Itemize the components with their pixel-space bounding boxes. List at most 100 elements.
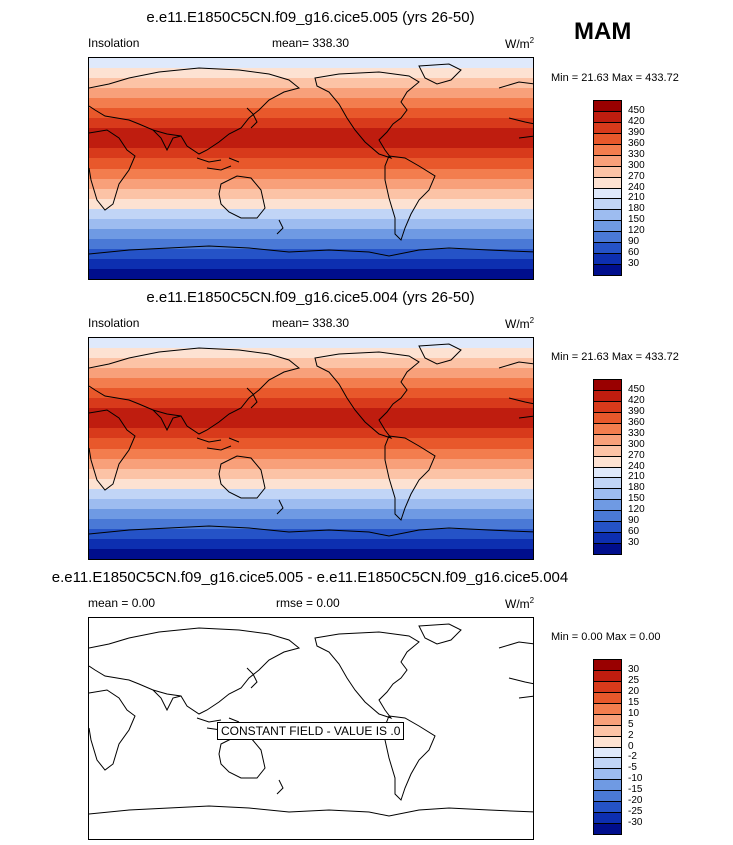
map-band bbox=[89, 268, 533, 279]
map-band bbox=[89, 508, 533, 519]
colorbar-label: 20 bbox=[628, 685, 640, 697]
map-band bbox=[89, 458, 533, 469]
map-band bbox=[89, 468, 533, 479]
colorbar-label: 150 bbox=[628, 214, 645, 226]
panel-1-field-label: Insolation bbox=[88, 36, 140, 50]
panel-2-map bbox=[88, 337, 534, 560]
colorbar-label: 60 bbox=[628, 247, 640, 259]
panel-2-field-bands bbox=[89, 338, 533, 559]
map-band bbox=[89, 198, 533, 209]
map-band bbox=[89, 238, 533, 249]
coastline bbox=[152, 129, 182, 152]
panel-1-field-bands bbox=[89, 58, 533, 279]
map-band bbox=[89, 248, 533, 259]
colorbar-label: 270 bbox=[628, 449, 645, 461]
coastline bbox=[384, 715, 436, 801]
coastline bbox=[218, 175, 266, 219]
colorbar-label: 420 bbox=[628, 394, 645, 406]
coastline bbox=[314, 71, 420, 159]
colorbar-label: -30 bbox=[628, 817, 643, 829]
colorbar-label: -15 bbox=[628, 784, 643, 796]
colorbar-label: 120 bbox=[628, 225, 645, 237]
map-band bbox=[89, 388, 533, 399]
colorbar-label: 240 bbox=[628, 181, 645, 193]
colorbar-label: 0 bbox=[628, 740, 634, 752]
colorbar-label: -2 bbox=[628, 751, 637, 763]
map-band bbox=[89, 448, 533, 459]
coastline bbox=[89, 525, 533, 537]
colorbar-label: 390 bbox=[628, 405, 645, 417]
coastline bbox=[89, 805, 533, 817]
colorbar-label: 15 bbox=[628, 696, 640, 708]
coastline bbox=[498, 641, 533, 699]
colorbar-label: -25 bbox=[628, 806, 643, 818]
coastline bbox=[196, 437, 240, 451]
panel-2-colorbar: 450 420 390 360 330 300 270 240 210 180 150 120 90 60… bbox=[593, 379, 653, 555]
map-band bbox=[89, 398, 533, 409]
panel-1-title: e.e11.E1850C5CN.f09_g16.cice5.005 (yrs 2… bbox=[146, 9, 475, 26]
map-band bbox=[89, 348, 533, 359]
map-band bbox=[89, 368, 533, 379]
map-band bbox=[89, 488, 533, 499]
colorbar-label: 180 bbox=[628, 203, 645, 215]
panel-1-colorbar: 450 420 390 360 330 300 270 240 210 180 150 120 90 60… bbox=[593, 100, 653, 276]
map-band bbox=[89, 78, 533, 89]
coastline bbox=[218, 735, 266, 779]
colorbar-swatch bbox=[593, 543, 622, 555]
panel-2-minmax: Min = 21.63 Max = 433.72 bbox=[551, 351, 679, 363]
map-band bbox=[89, 418, 533, 429]
panel-2-title: e.e11.E1850C5CN.f09_g16.cice5.004 (yrs 2… bbox=[146, 289, 475, 306]
colorbar-label: 450 bbox=[628, 104, 645, 116]
coastline bbox=[276, 499, 284, 515]
colorbar-swatch bbox=[593, 264, 622, 276]
map-band bbox=[89, 538, 533, 549]
map-band bbox=[89, 208, 533, 219]
map-band bbox=[89, 158, 533, 169]
colorbar-label: 180 bbox=[628, 482, 645, 494]
map-band bbox=[89, 188, 533, 199]
map-band bbox=[89, 118, 533, 129]
panel-3-coastlines bbox=[89, 623, 533, 817]
panel-1-map bbox=[88, 57, 534, 280]
coastline bbox=[89, 689, 136, 771]
map-band bbox=[89, 168, 533, 179]
colorbar-label: 330 bbox=[628, 427, 645, 439]
coastline bbox=[89, 67, 301, 155]
coastline bbox=[418, 623, 462, 645]
panel-3-mean: mean = 0.00 bbox=[88, 596, 156, 610]
coastline bbox=[152, 409, 182, 432]
colorbar-label: 420 bbox=[628, 115, 645, 127]
colorbar-label: 360 bbox=[628, 137, 645, 149]
panel-2-coastlines bbox=[89, 343, 533, 537]
coastline bbox=[246, 667, 258, 689]
map-band bbox=[89, 148, 533, 159]
colorbar-label: -20 bbox=[628, 795, 643, 807]
coastline bbox=[384, 155, 436, 241]
map-band bbox=[89, 378, 533, 389]
map-band bbox=[89, 358, 533, 369]
colorbar-label: 270 bbox=[628, 170, 645, 182]
map-band bbox=[89, 518, 533, 529]
colorbar-label: 240 bbox=[628, 460, 645, 472]
colorbar-swatch bbox=[593, 823, 622, 835]
coastline bbox=[89, 627, 301, 715]
map-band bbox=[89, 128, 533, 139]
coastline bbox=[276, 779, 284, 795]
panel-3-rmse: rmse = 0.00 bbox=[276, 596, 340, 610]
coastline bbox=[314, 351, 420, 439]
colorbar-label: -5 bbox=[628, 762, 637, 774]
colorbar-label: 390 bbox=[628, 126, 645, 138]
colorbar-label: 30 bbox=[628, 663, 640, 675]
coastline bbox=[89, 245, 533, 257]
colorbar-label: 30 bbox=[628, 537, 640, 549]
colorbar-label: -10 bbox=[628, 773, 643, 785]
coastline bbox=[314, 631, 420, 719]
colorbar-label: 2 bbox=[628, 729, 634, 741]
map-band bbox=[89, 428, 533, 439]
coastline bbox=[384, 435, 436, 521]
colorbar-label: 120 bbox=[628, 504, 645, 516]
coastline bbox=[498, 361, 533, 419]
coastline bbox=[89, 409, 136, 491]
colorbar-label: 330 bbox=[628, 148, 645, 160]
map-band bbox=[89, 478, 533, 489]
